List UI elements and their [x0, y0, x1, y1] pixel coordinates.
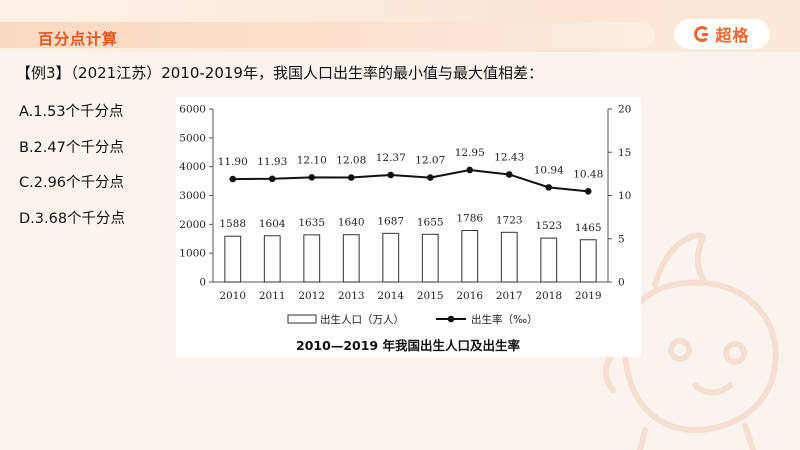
line-label-2016: 12.95 — [455, 147, 485, 159]
chart-legend: 出生人口（万人） 出生率（‰） — [287, 313, 538, 326]
bar-label-2019: 1465 — [575, 222, 602, 234]
bar-label-2013: 1640 — [338, 217, 365, 229]
option-b[interactable]: B.2.47个千分点 — [19, 139, 124, 156]
line-point-2013 — [347, 174, 355, 181]
y-right-tick-label: 10 — [618, 190, 631, 202]
bar-label-2010: 1588 — [219, 218, 246, 230]
line-point-2016 — [466, 166, 474, 174]
birth-rate-line — [232, 168, 589, 193]
brand-logo-text: 超格 — [715, 26, 750, 45]
line-series — [229, 166, 592, 195]
line-point-2019 — [584, 188, 592, 195]
option-d[interactable]: D.3.68个千分点 — [19, 210, 126, 227]
line-label-2019: 10.48 — [573, 168, 603, 180]
line-point-2015 — [426, 174, 434, 181]
legend-line-marker — [447, 315, 455, 323]
x-tick-label: 2018 — [535, 290, 562, 302]
y-left-tick-label: 3000 — [179, 190, 206, 202]
section-title: 百分点计算 — [38, 30, 119, 48]
bar-2014 — [382, 232, 400, 283]
x-tick-label: 2016 — [456, 290, 483, 302]
line-label-2012: 12.10 — [297, 154, 327, 166]
x-tick-label: 2015 — [417, 290, 444, 302]
y-right-tick-label: 0 — [618, 277, 625, 289]
bar-2019 — [579, 239, 597, 283]
legend-bar-swatch — [287, 314, 317, 324]
line-label-2017: 12.43 — [494, 151, 524, 163]
y-right-tick-label: 20 — [618, 104, 631, 116]
x-tick-labels: 2010 2011 2012 2013 2014 2015 2016 2017 2018 2019 — [219, 290, 601, 302]
line-label-2018: 10.94 — [534, 164, 564, 176]
line-label-2011: 11.93 — [257, 156, 287, 168]
bar-label-2014: 1687 — [377, 215, 404, 227]
bar-label-2016: 1786 — [456, 213, 483, 225]
y-left-tick-label: 1000 — [179, 248, 206, 260]
chart-title: 2010—2019 年我国出生人口及出生率 — [296, 338, 520, 353]
bar-2018 — [540, 237, 558, 283]
bar-label-2018: 1523 — [535, 220, 562, 232]
legend-bar-label: 出生人口（万人） — [320, 313, 404, 326]
option-a[interactable]: A.1.53个千分点 — [19, 104, 124, 120]
y-left-tick-label: 0 — [199, 277, 206, 289]
bar-label-2017: 1723 — [496, 214, 523, 226]
birth-chart: 0 1000 2000 3000 4000 5000 6000 0 5 10 15 20 1588 16… — [179, 104, 631, 354]
x-tick-label: 2013 — [338, 290, 365, 302]
x-tick-label: 2019 — [575, 290, 602, 302]
x-tick-label: 2012 — [298, 290, 325, 302]
y-left-tick-label: 6000 — [179, 104, 206, 116]
line-point-2018 — [545, 184, 553, 191]
line-point-2017 — [505, 171, 513, 178]
bar-label-2011: 1604 — [259, 218, 286, 230]
mascot-watermark-icon — [602, 232, 779, 450]
option-c[interactable]: C.2.96个千分点 — [19, 175, 125, 191]
line-label-2014: 12.37 — [376, 152, 406, 164]
x-tick-label: 2014 — [377, 290, 404, 302]
bar-2015 — [421, 233, 439, 283]
legend-line-label: 出生率（‰） — [471, 313, 538, 326]
line-label-2013: 12.08 — [336, 155, 366, 167]
bar-2017 — [500, 231, 518, 283]
y-left-tick-label: 2000 — [179, 219, 206, 231]
line-point-2014 — [387, 171, 395, 179]
bar-2013 — [342, 234, 360, 283]
line-label-2015: 12.07 — [415, 155, 445, 167]
chart-panel: 0 1000 2000 3000 4000 5000 6000 0 5 10 15 20 1588 16… — [176, 97, 641, 357]
line-point-2010 — [229, 175, 237, 183]
bar-series — [224, 230, 597, 283]
answer-options: A.1.53个千分点 B.2.47个千分点 C.2.96个千分点 D.3.68个… — [19, 100, 125, 242]
chart-axes: 0 1000 2000 3000 4000 5000 6000 0 5 10 15 20 — [179, 104, 631, 289]
y-right-tick-label: 15 — [618, 147, 631, 159]
bar-2010 — [224, 235, 242, 283]
line-point-2011 — [268, 175, 276, 183]
x-tick-label: 2010 — [219, 290, 246, 302]
y-left-tick-label: 4000 — [179, 161, 206, 173]
line-label-2010: 11.90 — [218, 156, 248, 168]
brand-logo-icon — [694, 26, 711, 42]
section-title-bar — [0, 22, 655, 48]
bar-labels: 1588 1604 1635 1640 1687 1655 1786 1723 1523 1465 — [219, 213, 601, 234]
bar-2011 — [263, 235, 281, 283]
bar-2012 — [303, 234, 321, 283]
line-labels: 11.90 11.93 12.10 12.08 12.37 12.07 12.95 12.43… — [218, 147, 604, 180]
y-left-tick-label: 5000 — [179, 132, 206, 144]
brand-logo: 超格 — [674, 19, 770, 49]
x-tick-label: 2017 — [496, 290, 523, 302]
y-right-tick-label: 5 — [618, 233, 625, 245]
bar-2016 — [461, 230, 479, 283]
question-text: 【例3】（2021江苏）2010-2019年，我国人口出生率的最小值与最大值相差… — [16, 64, 543, 82]
x-tick-label: 2011 — [259, 290, 286, 302]
line-point-2012 — [308, 174, 316, 181]
bar-label-2015: 1655 — [417, 216, 444, 228]
bar-label-2012: 1635 — [298, 217, 325, 229]
